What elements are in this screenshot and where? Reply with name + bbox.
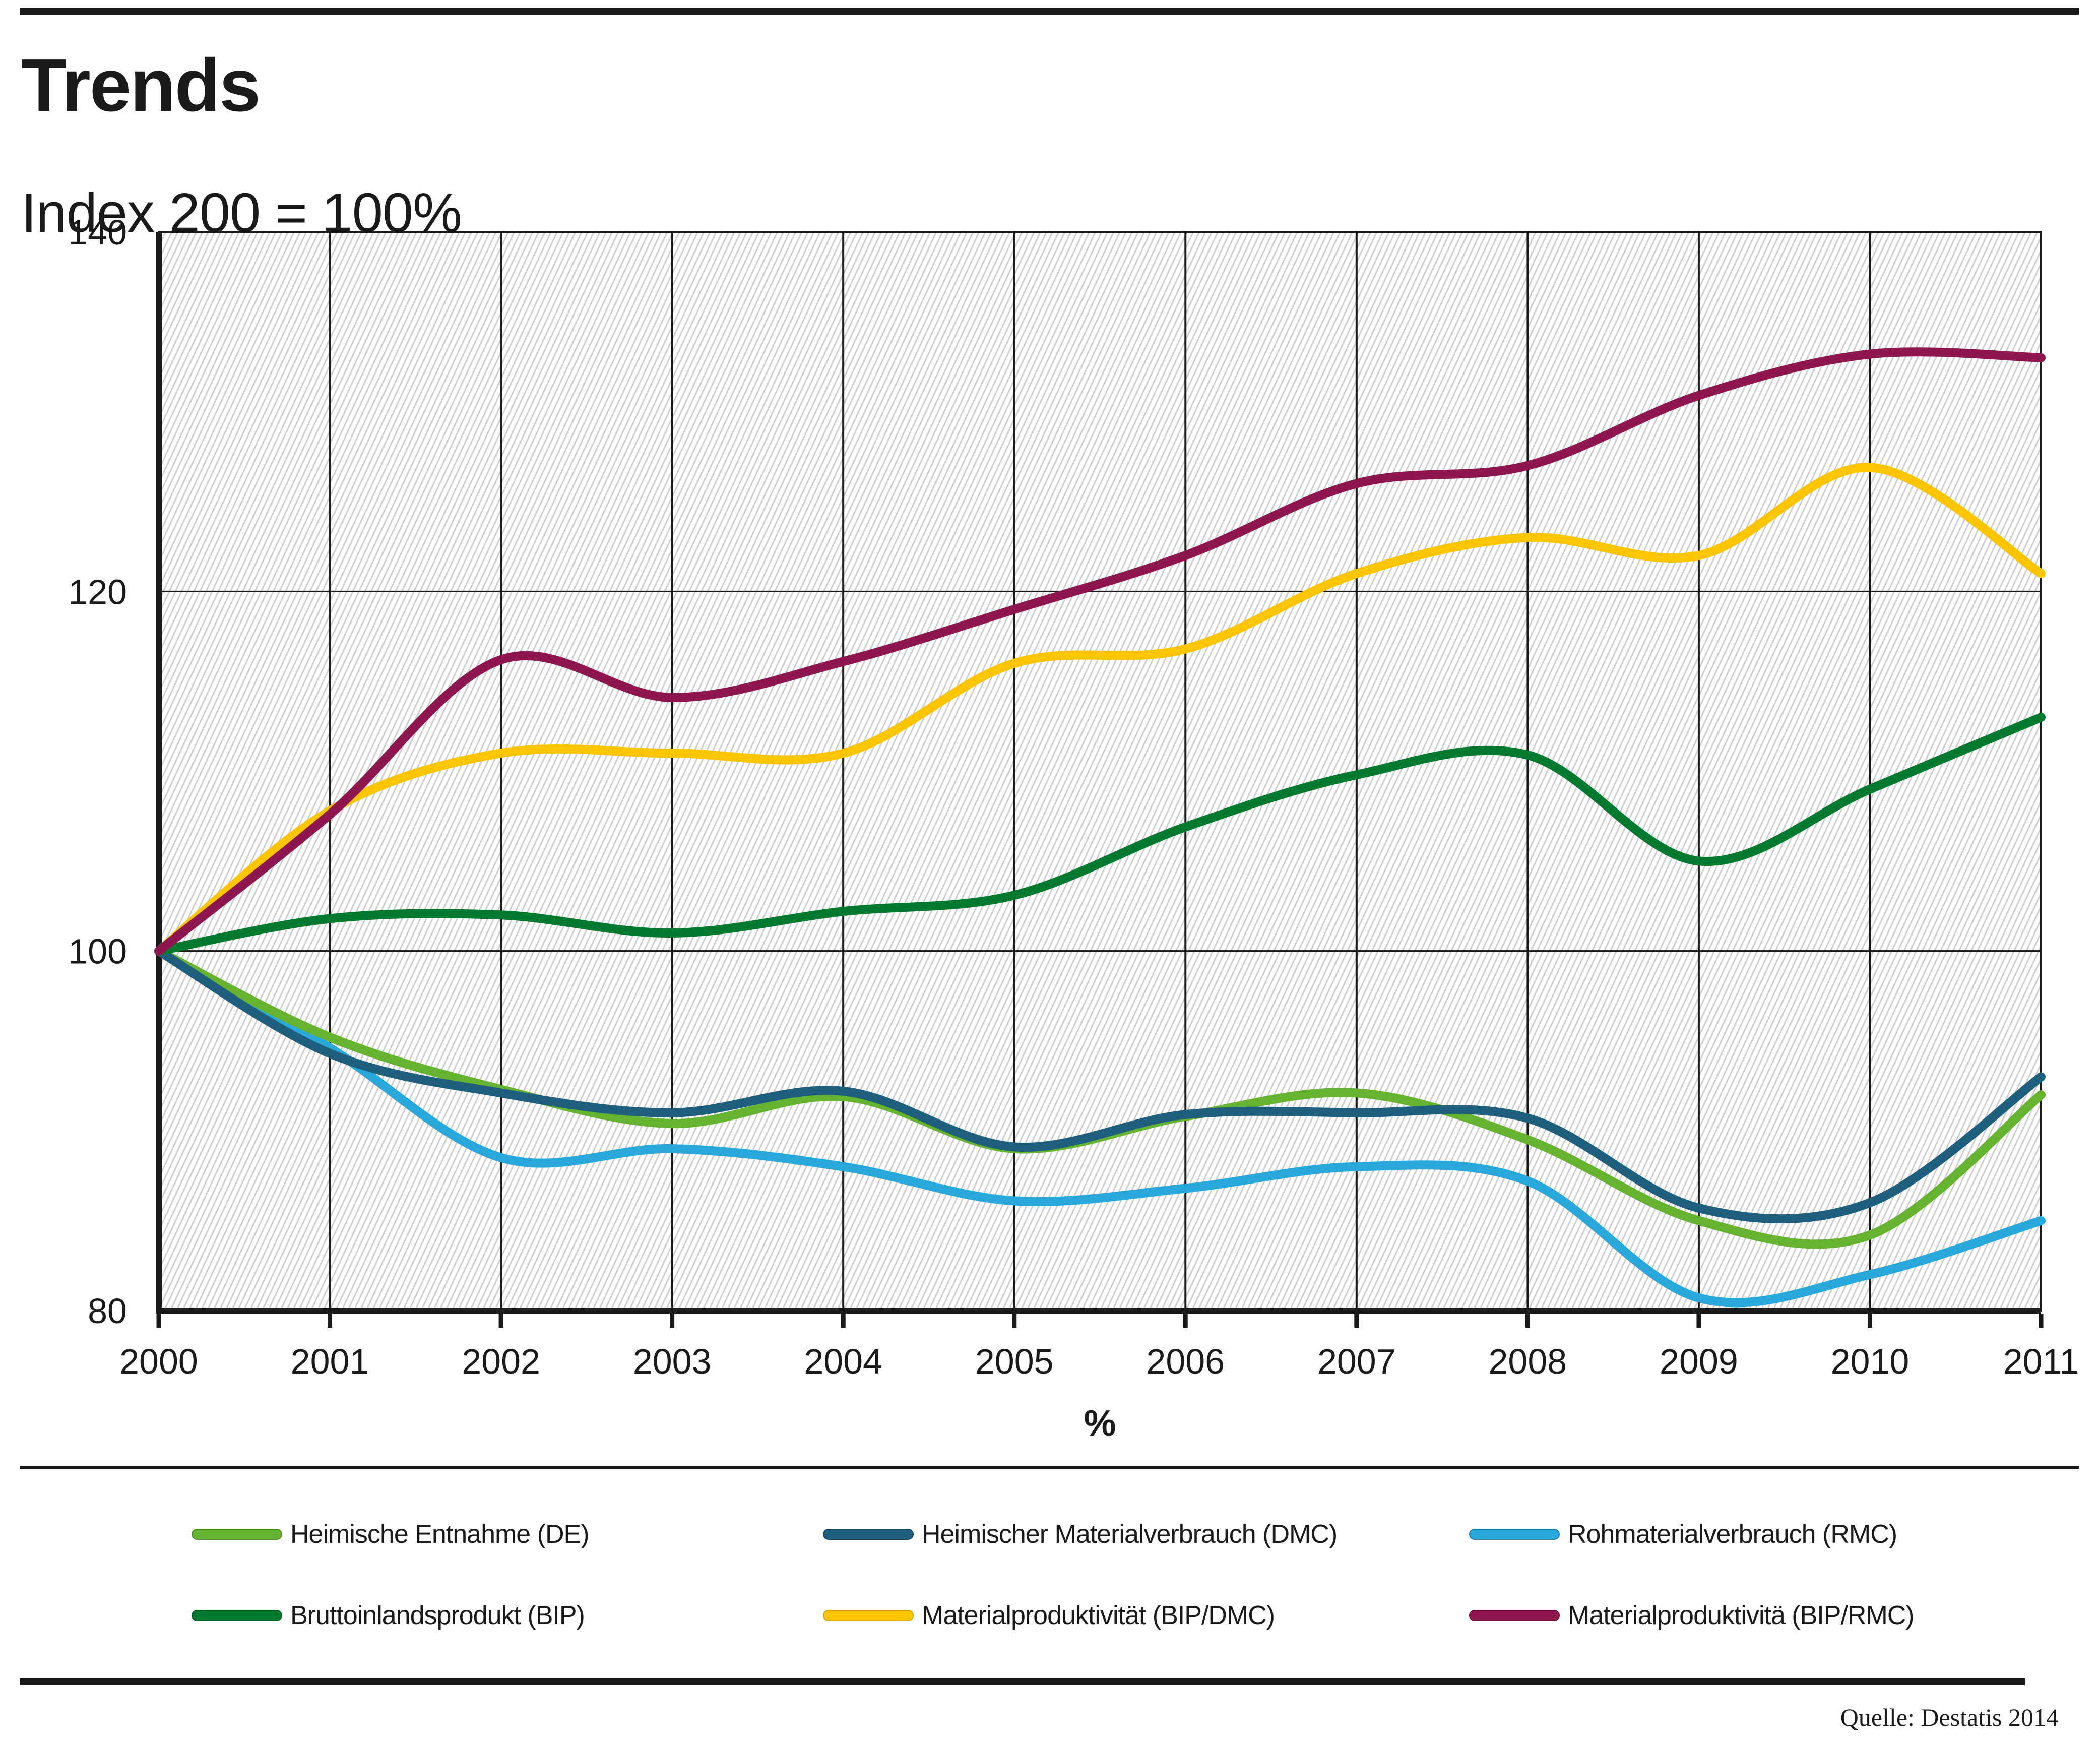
x-tick-labels: 2000 2001 2002 2003 2004 2005 2006 2007 2008 2009… xyxy=(119,1342,2079,1381)
legend-item: Rohmaterialverbrauch (RMC) xyxy=(1469,1520,1897,1548)
legend-swatch xyxy=(192,1610,282,1621)
legend-swatch xyxy=(192,1529,282,1540)
legend-item: Heimischer Materialverbrauch (DMC) xyxy=(823,1520,1338,1549)
y-tick-label-120: 120 xyxy=(68,572,127,611)
plot-hatch-background xyxy=(159,232,2041,1311)
x-tick-label-2009: 2009 xyxy=(1660,1342,1738,1381)
x-tick-label-2006: 2006 xyxy=(1146,1342,1225,1381)
legend-item: Bruttoinlandsprodukt (BIP) xyxy=(192,1601,585,1630)
page-title: Trends xyxy=(21,44,261,127)
series-line-Rohmaterialverbrauch (RMC) xyxy=(154,946,2046,1308)
legend-separator xyxy=(20,1466,2079,1469)
x-tick-label-2002: 2002 xyxy=(462,1342,540,1381)
gridlines xyxy=(159,232,2041,1311)
legend-item: Heimische Entnahme (DE) xyxy=(192,1520,590,1549)
x-tick-label-2011: 2011 xyxy=(2003,1342,2079,1381)
y-tick-label-100: 100 xyxy=(68,932,127,971)
x-tick-label-2000: 2000 xyxy=(119,1342,198,1381)
legend-swatch xyxy=(1469,1529,1560,1540)
series-line-Materialproduktivität (BIP/DMC) xyxy=(154,463,2046,956)
legend-swatch xyxy=(1469,1610,1560,1621)
series-line-Heimischer Materialverbrauch (DMC) xyxy=(154,946,2046,1224)
x-tick-label-2010: 2010 xyxy=(1831,1342,1910,1381)
legend-label: Materialproduktivitä (BIP/RMC) xyxy=(1568,1601,1915,1630)
legend-label: Heimische Entnahme (DE) xyxy=(290,1520,590,1549)
top-rule xyxy=(20,8,2079,15)
x-tick-label-2007: 2007 xyxy=(1317,1342,1396,1381)
legend-swatch xyxy=(823,1529,914,1540)
x-tick-label-2004: 2004 xyxy=(804,1342,882,1381)
legend-item: Materialproduktivitä (BIP/RMC) xyxy=(1469,1601,1915,1630)
y-tick-labels: 140 120 100 80 xyxy=(68,217,127,1331)
legend-swatch xyxy=(823,1610,914,1621)
x-tick-label-2005: 2005 xyxy=(975,1342,1054,1381)
x-ticks xyxy=(156,1314,2044,1328)
x-tick-label-2008: 2008 xyxy=(1488,1342,1567,1381)
plot-frame xyxy=(158,231,2042,1312)
source-note: Quelle: Destatis 2014 xyxy=(1840,1703,2059,1731)
y-tick-label-140: 140 xyxy=(68,217,127,252)
legend-item: Materialproduktivität (BIP/DMC) xyxy=(823,1601,1275,1630)
legend-label: Rohmaterialverbrauch (RMC) xyxy=(1568,1520,1897,1549)
series-line-Bruttoinlandsprodukt (BIP) xyxy=(154,713,2046,956)
legend-label: Heimischer Materialverbrauch (DMC) xyxy=(922,1520,1338,1549)
x-axis-unit-label: % xyxy=(1084,1403,1116,1444)
bottom-rule xyxy=(20,1678,2025,1685)
series-line-Materialproduktivitä (BIP/RMC) xyxy=(154,347,2046,956)
legend-label: Materialproduktivität (BIP/DMC) xyxy=(922,1601,1275,1630)
x-tick-label-2003: 2003 xyxy=(633,1342,712,1381)
series-lines xyxy=(154,347,2046,1308)
legend-label: Bruttoinlandsprodukt (BIP) xyxy=(290,1601,585,1630)
y-tick-label-80: 80 xyxy=(88,1291,127,1331)
x-tick-label-2001: 2001 xyxy=(291,1342,369,1381)
